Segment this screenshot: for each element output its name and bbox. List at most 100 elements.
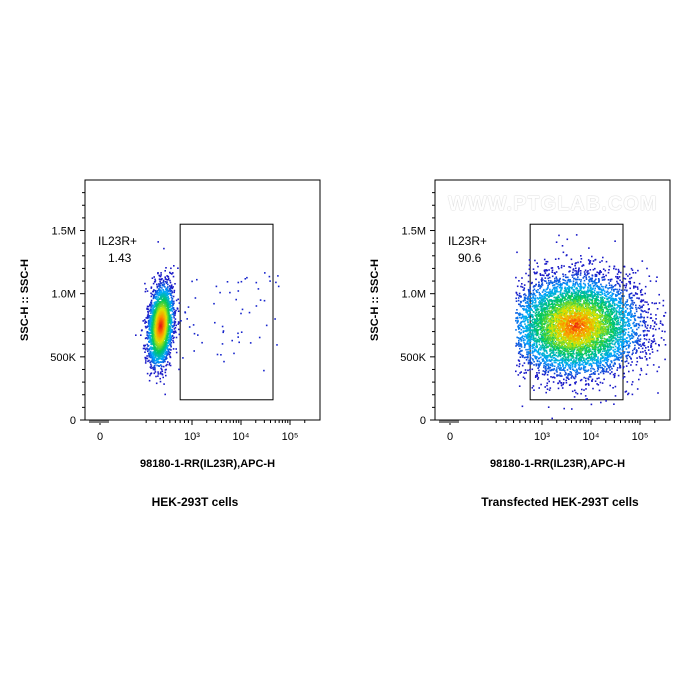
event-dot — [535, 289, 537, 292]
event-dot — [584, 363, 587, 365]
event-dot — [565, 363, 568, 366]
event-dot — [220, 354, 222, 356]
event-dot — [518, 292, 521, 295]
event-dot — [536, 351, 539, 353]
event-dot — [560, 374, 562, 377]
event-dot — [646, 329, 649, 332]
event-dot — [550, 281, 552, 284]
event-dot — [147, 312, 150, 314]
event-dot — [647, 349, 650, 351]
event-dot — [587, 383, 590, 385]
event-dot — [535, 355, 537, 358]
event-dot — [566, 287, 569, 289]
event-dot — [159, 284, 162, 286]
event-dot — [579, 274, 582, 276]
event-dot — [640, 369, 643, 372]
event-dot — [564, 362, 567, 364]
event-dot — [161, 298, 164, 301]
event-dot — [547, 371, 550, 374]
event-dot — [531, 303, 534, 305]
event-dot — [604, 366, 606, 368]
event-dot — [582, 277, 585, 279]
event-dot — [517, 313, 520, 315]
event-dot — [593, 368, 596, 371]
event-dot — [540, 294, 542, 297]
event-dot — [167, 349, 170, 352]
event-dot — [622, 377, 624, 379]
event-dot — [620, 332, 622, 335]
event-dot — [150, 372, 153, 374]
event-dot — [601, 382, 604, 384]
event-dot — [625, 337, 628, 339]
event-dot — [576, 373, 579, 375]
event-dot — [539, 363, 541, 365]
event-dot — [581, 360, 583, 362]
event-dot — [170, 301, 172, 303]
event-dot — [516, 364, 518, 367]
event-dot — [574, 370, 576, 372]
event-dot — [154, 326, 156, 329]
event-dot — [545, 367, 547, 370]
event-dot — [542, 300, 544, 303]
event-dot — [545, 355, 547, 357]
event-dot — [518, 350, 521, 353]
event-dot — [590, 358, 592, 360]
event-dot — [149, 322, 152, 324]
event-dot — [178, 302, 181, 304]
event-dot — [627, 313, 629, 315]
event-dot — [552, 281, 554, 284]
event-dot — [539, 345, 542, 347]
event-dot — [518, 360, 521, 362]
event-dot — [166, 357, 168, 360]
event-dot — [149, 308, 152, 310]
event-dot — [517, 328, 520, 330]
event-dot — [520, 346, 523, 348]
event-dot — [548, 273, 550, 275]
event-dot — [661, 323, 664, 326]
event-dot — [522, 330, 525, 332]
event-dot — [598, 293, 601, 296]
event-dot — [621, 360, 623, 362]
event-dot — [144, 337, 147, 340]
event-dot — [158, 347, 160, 349]
event-dot — [161, 373, 164, 376]
event-dot — [524, 301, 527, 304]
event-dot — [634, 272, 637, 274]
event-dot — [555, 280, 557, 283]
event-dot — [520, 337, 522, 339]
event-dot — [237, 332, 239, 335]
event-dot — [525, 297, 527, 300]
event-dot — [145, 337, 148, 339]
event-dot — [158, 293, 161, 295]
event-dot — [622, 332, 625, 335]
event-dot — [173, 265, 175, 267]
event-dot — [641, 324, 644, 327]
event-dot — [611, 286, 614, 289]
event-dot — [148, 352, 150, 355]
event-dot — [644, 310, 646, 312]
event-dot — [159, 280, 161, 283]
event-dot — [154, 311, 157, 314]
event-dot — [621, 344, 624, 346]
event-dot — [166, 363, 168, 366]
event-dot — [545, 288, 548, 291]
event-dot — [588, 261, 591, 263]
event-dot — [614, 299, 616, 302]
event-dot — [544, 263, 546, 265]
event-dot — [152, 282, 155, 285]
event-dot — [553, 372, 556, 375]
event-dot — [171, 324, 173, 327]
event-dot — [169, 294, 172, 296]
event-dot — [546, 260, 549, 263]
event-dot — [654, 328, 657, 331]
event-dot — [531, 297, 533, 299]
event-dot — [160, 282, 162, 284]
event-dot — [197, 334, 199, 336]
event-dot — [596, 370, 599, 372]
event-dot — [640, 306, 642, 308]
event-dot — [527, 302, 529, 304]
event-dot — [544, 272, 547, 274]
event-dot — [582, 361, 585, 364]
event-dot — [167, 277, 170, 280]
event-dot — [263, 369, 265, 372]
